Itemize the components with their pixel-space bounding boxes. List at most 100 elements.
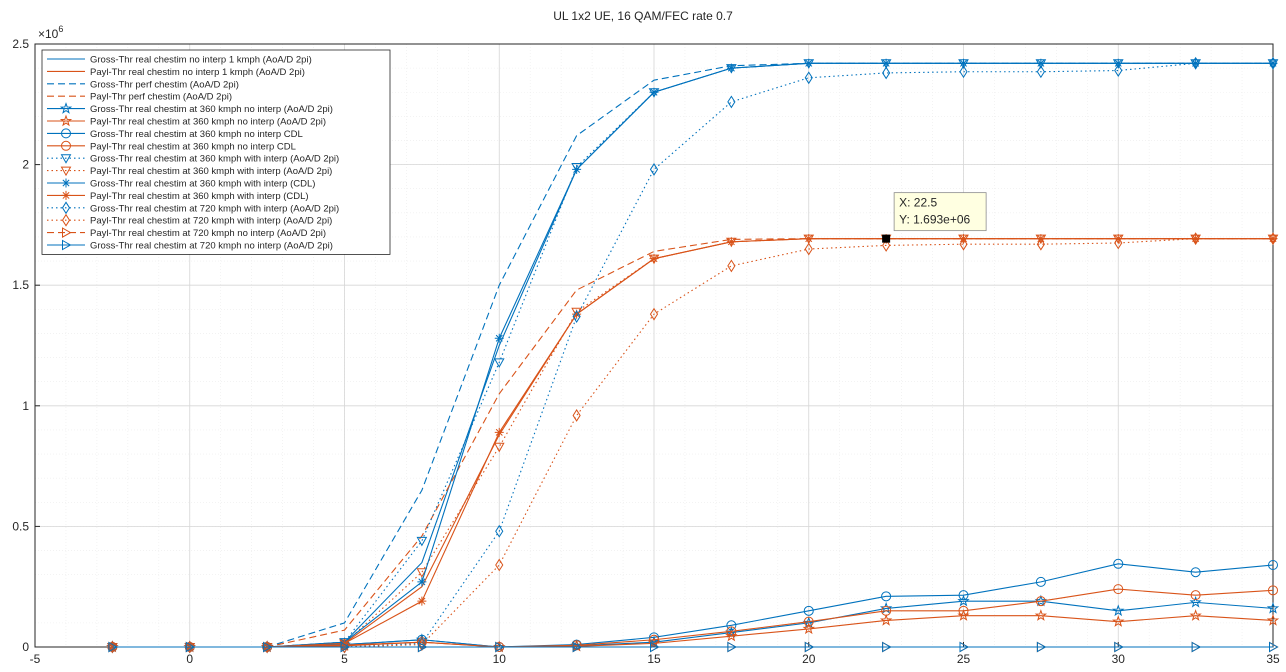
legend-item: Gross-Thr real chestim at 720 kmph with … xyxy=(47,201,339,214)
data-point xyxy=(727,95,736,109)
data-point xyxy=(263,641,273,653)
data-point xyxy=(495,524,504,538)
data-point xyxy=(1113,58,1123,68)
y-axis: 0 0.5 1 1.5 2 2.5 xyxy=(12,37,40,654)
datatip-x-text: X: 22.5 xyxy=(899,196,937,210)
series-line xyxy=(112,238,1273,648)
data-point xyxy=(59,102,73,114)
data-point xyxy=(416,568,428,578)
data-point xyxy=(803,605,814,616)
legend-label: Gross-Thr real chestim at 720 kmph with … xyxy=(90,203,339,214)
data-point xyxy=(882,238,891,252)
datatip-box xyxy=(893,192,987,232)
data-point xyxy=(59,114,73,127)
data-point xyxy=(879,613,893,626)
data-point xyxy=(417,577,427,587)
data-point xyxy=(1113,584,1124,595)
data-point xyxy=(61,140,71,151)
legend-label: Payl-Thr real chestim at 720 kmph no int… xyxy=(90,228,326,239)
data-point xyxy=(727,641,737,653)
data-point xyxy=(495,558,504,572)
data-point xyxy=(494,427,504,437)
series-2 xyxy=(112,238,1273,648)
data-point xyxy=(1268,232,1278,246)
data-point xyxy=(802,622,815,635)
data-point xyxy=(650,641,660,653)
data-point xyxy=(108,641,118,653)
data-point xyxy=(340,641,351,653)
data-point xyxy=(494,333,504,343)
data-point xyxy=(959,65,968,79)
data-point xyxy=(881,591,892,602)
data-point xyxy=(1034,609,1048,621)
series-12 xyxy=(107,234,1278,652)
data-point xyxy=(1191,58,1201,68)
data-point xyxy=(1268,58,1278,68)
data-point xyxy=(1113,234,1123,244)
data-point xyxy=(1036,237,1045,251)
x-tick-label: 5 xyxy=(341,652,348,666)
y-tick-label: 2.5 xyxy=(12,37,29,51)
datatip[interactable]: X: 22.5 Y: 1.693e+06 xyxy=(882,192,987,243)
legend-label: Gross-Thr perf chestim (AoA/D 2pi) xyxy=(90,79,239,90)
datatip-marker[interactable] xyxy=(882,234,891,243)
series-line xyxy=(112,238,1273,648)
data-point xyxy=(1268,559,1278,570)
data-point xyxy=(1191,641,1202,653)
data-point xyxy=(1035,576,1046,587)
data-point xyxy=(649,87,659,97)
data-point xyxy=(649,254,659,264)
series-5 xyxy=(106,594,1280,653)
data-point xyxy=(959,58,968,68)
legend-label: Gross-Thr real chestim no interp 1 kmph … xyxy=(90,55,312,66)
data-point xyxy=(493,442,505,453)
legend-item: Payl-Thr real chestim at 720 kmph with i… xyxy=(47,213,332,227)
series-line xyxy=(112,238,1273,648)
legend-item: Payl-Thr real chestim at 720 kmph no int… xyxy=(47,227,326,239)
data-point xyxy=(804,641,815,653)
data-point xyxy=(417,636,426,650)
y-tick-label: 2 xyxy=(22,158,29,172)
data-point xyxy=(493,358,505,368)
data-point xyxy=(1268,56,1278,70)
legend-label: Payl-Thr perf chestim (AoA/D 2pi) xyxy=(90,92,232,103)
legend-item: Payl-Thr real chestim no interp 1 kmph (… xyxy=(47,67,305,78)
data-point xyxy=(1036,58,1046,68)
legend-label: Gross-Thr real chestim at 360 kmph no in… xyxy=(90,104,333,115)
data-point xyxy=(1112,604,1125,617)
data-point xyxy=(959,237,968,251)
data-point xyxy=(1114,641,1124,653)
data-point xyxy=(1269,641,1279,653)
data-point xyxy=(1266,601,1280,614)
data-point xyxy=(340,638,349,648)
data-point xyxy=(572,164,582,174)
x-tick-label: 15 xyxy=(647,652,661,666)
series-line xyxy=(112,62,1273,648)
x-tick-label: -5 xyxy=(30,652,41,666)
series-10 xyxy=(107,234,1279,653)
legend-item: Gross-Thr real chestim at 720 kmph no in… xyxy=(47,239,333,252)
legend-label: Payl-Thr real chestim at 360 kmph no int… xyxy=(90,141,296,152)
data-point xyxy=(804,71,813,85)
data-point xyxy=(62,227,72,238)
data-point xyxy=(417,596,427,606)
series-line xyxy=(112,62,1273,648)
legend-item: Payl-Thr real chestim at 360 kmph with i… xyxy=(47,191,309,202)
legend-item: Payl-Thr perf chestim (AoA/D 2pi) xyxy=(47,92,232,103)
data-point xyxy=(572,309,582,319)
data-point xyxy=(107,642,117,652)
legend-label: Gross-Thr real chestim at 360 kmph no in… xyxy=(90,129,303,140)
data-point xyxy=(882,66,891,80)
y-exponent-label: ×106 xyxy=(38,24,63,41)
series-14 xyxy=(108,232,1278,654)
data-point xyxy=(61,213,71,227)
data-point xyxy=(1191,56,1200,70)
legend-label: Gross-Thr real chestim at 720 kmph no in… xyxy=(90,241,333,252)
data-point xyxy=(804,234,814,244)
series-4 xyxy=(112,238,1273,648)
data-point xyxy=(1266,613,1280,626)
series-layer xyxy=(106,56,1280,654)
series-8 xyxy=(107,584,1278,652)
data-point xyxy=(61,128,71,139)
